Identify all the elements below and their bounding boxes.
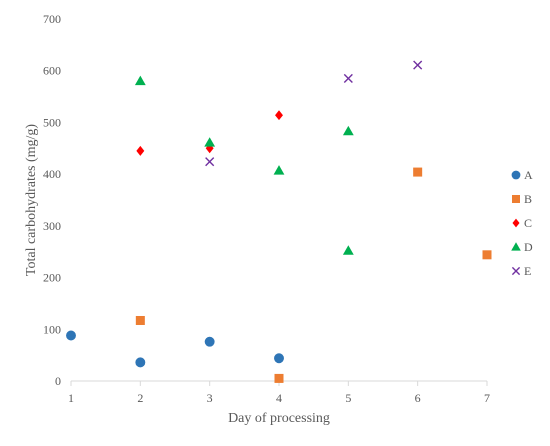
data-point-E — [205, 157, 215, 167]
data-point-C — [136, 145, 145, 156]
data-point-B — [274, 373, 284, 383]
data-point-D — [342, 125, 354, 136]
legend-marker-B — [512, 195, 520, 203]
legend-label-C: C — [524, 216, 532, 230]
legend-marker-D — [511, 242, 521, 251]
data-point-A — [274, 353, 284, 364]
legend-label-D: D — [524, 240, 533, 254]
data-point-A — [204, 336, 215, 347]
data-point-A — [135, 357, 146, 368]
y-tick-label: 500 — [43, 115, 61, 129]
y-tick-label: 200 — [43, 271, 61, 285]
x-tick-label: 5 — [345, 391, 351, 405]
x-tick-label: 1 — [68, 391, 74, 405]
data-points — [66, 60, 492, 383]
legend-marker-C — [512, 218, 520, 228]
y-tick-label: 0 — [55, 374, 61, 388]
data-point-E — [343, 73, 353, 84]
x-axis-title: Day of processing — [228, 411, 330, 426]
data-point-B — [413, 167, 423, 177]
x-tick-label: 4 — [276, 391, 282, 405]
legend-label-B: B — [524, 192, 532, 206]
legend-marker-E — [511, 266, 521, 276]
data-point-D — [342, 245, 354, 255]
y-tick-label: 400 — [43, 167, 61, 181]
axes: 0 100 200 300 400 500 600 700 1 2 3 4 5 6 7 — [43, 12, 490, 405]
x-tick-label: 3 — [207, 391, 213, 405]
y-tick-label: 300 — [43, 219, 61, 233]
data-point-E — [413, 60, 423, 70]
data-point-D — [273, 165, 285, 175]
data-point-B — [482, 250, 492, 260]
data-point-A — [66, 330, 76, 341]
x-tick-label: 7 — [484, 391, 490, 405]
legend-label-E: E — [524, 264, 531, 278]
x-tick-label: 6 — [415, 391, 421, 405]
y-tick-label: 700 — [43, 12, 61, 26]
y-axis-title: Total carbohydrates (mg/g) — [24, 124, 39, 277]
data-point-C — [275, 110, 283, 121]
y-tick-label: 600 — [43, 64, 61, 78]
data-point-D — [204, 137, 216, 147]
legend-marker-A — [511, 170, 521, 180]
data-point-D — [134, 75, 146, 86]
legend-label-A: A — [524, 168, 533, 182]
x-tick-label: 2 — [137, 391, 143, 405]
y-tick-label: 100 — [43, 322, 61, 336]
data-point-B — [135, 315, 145, 325]
